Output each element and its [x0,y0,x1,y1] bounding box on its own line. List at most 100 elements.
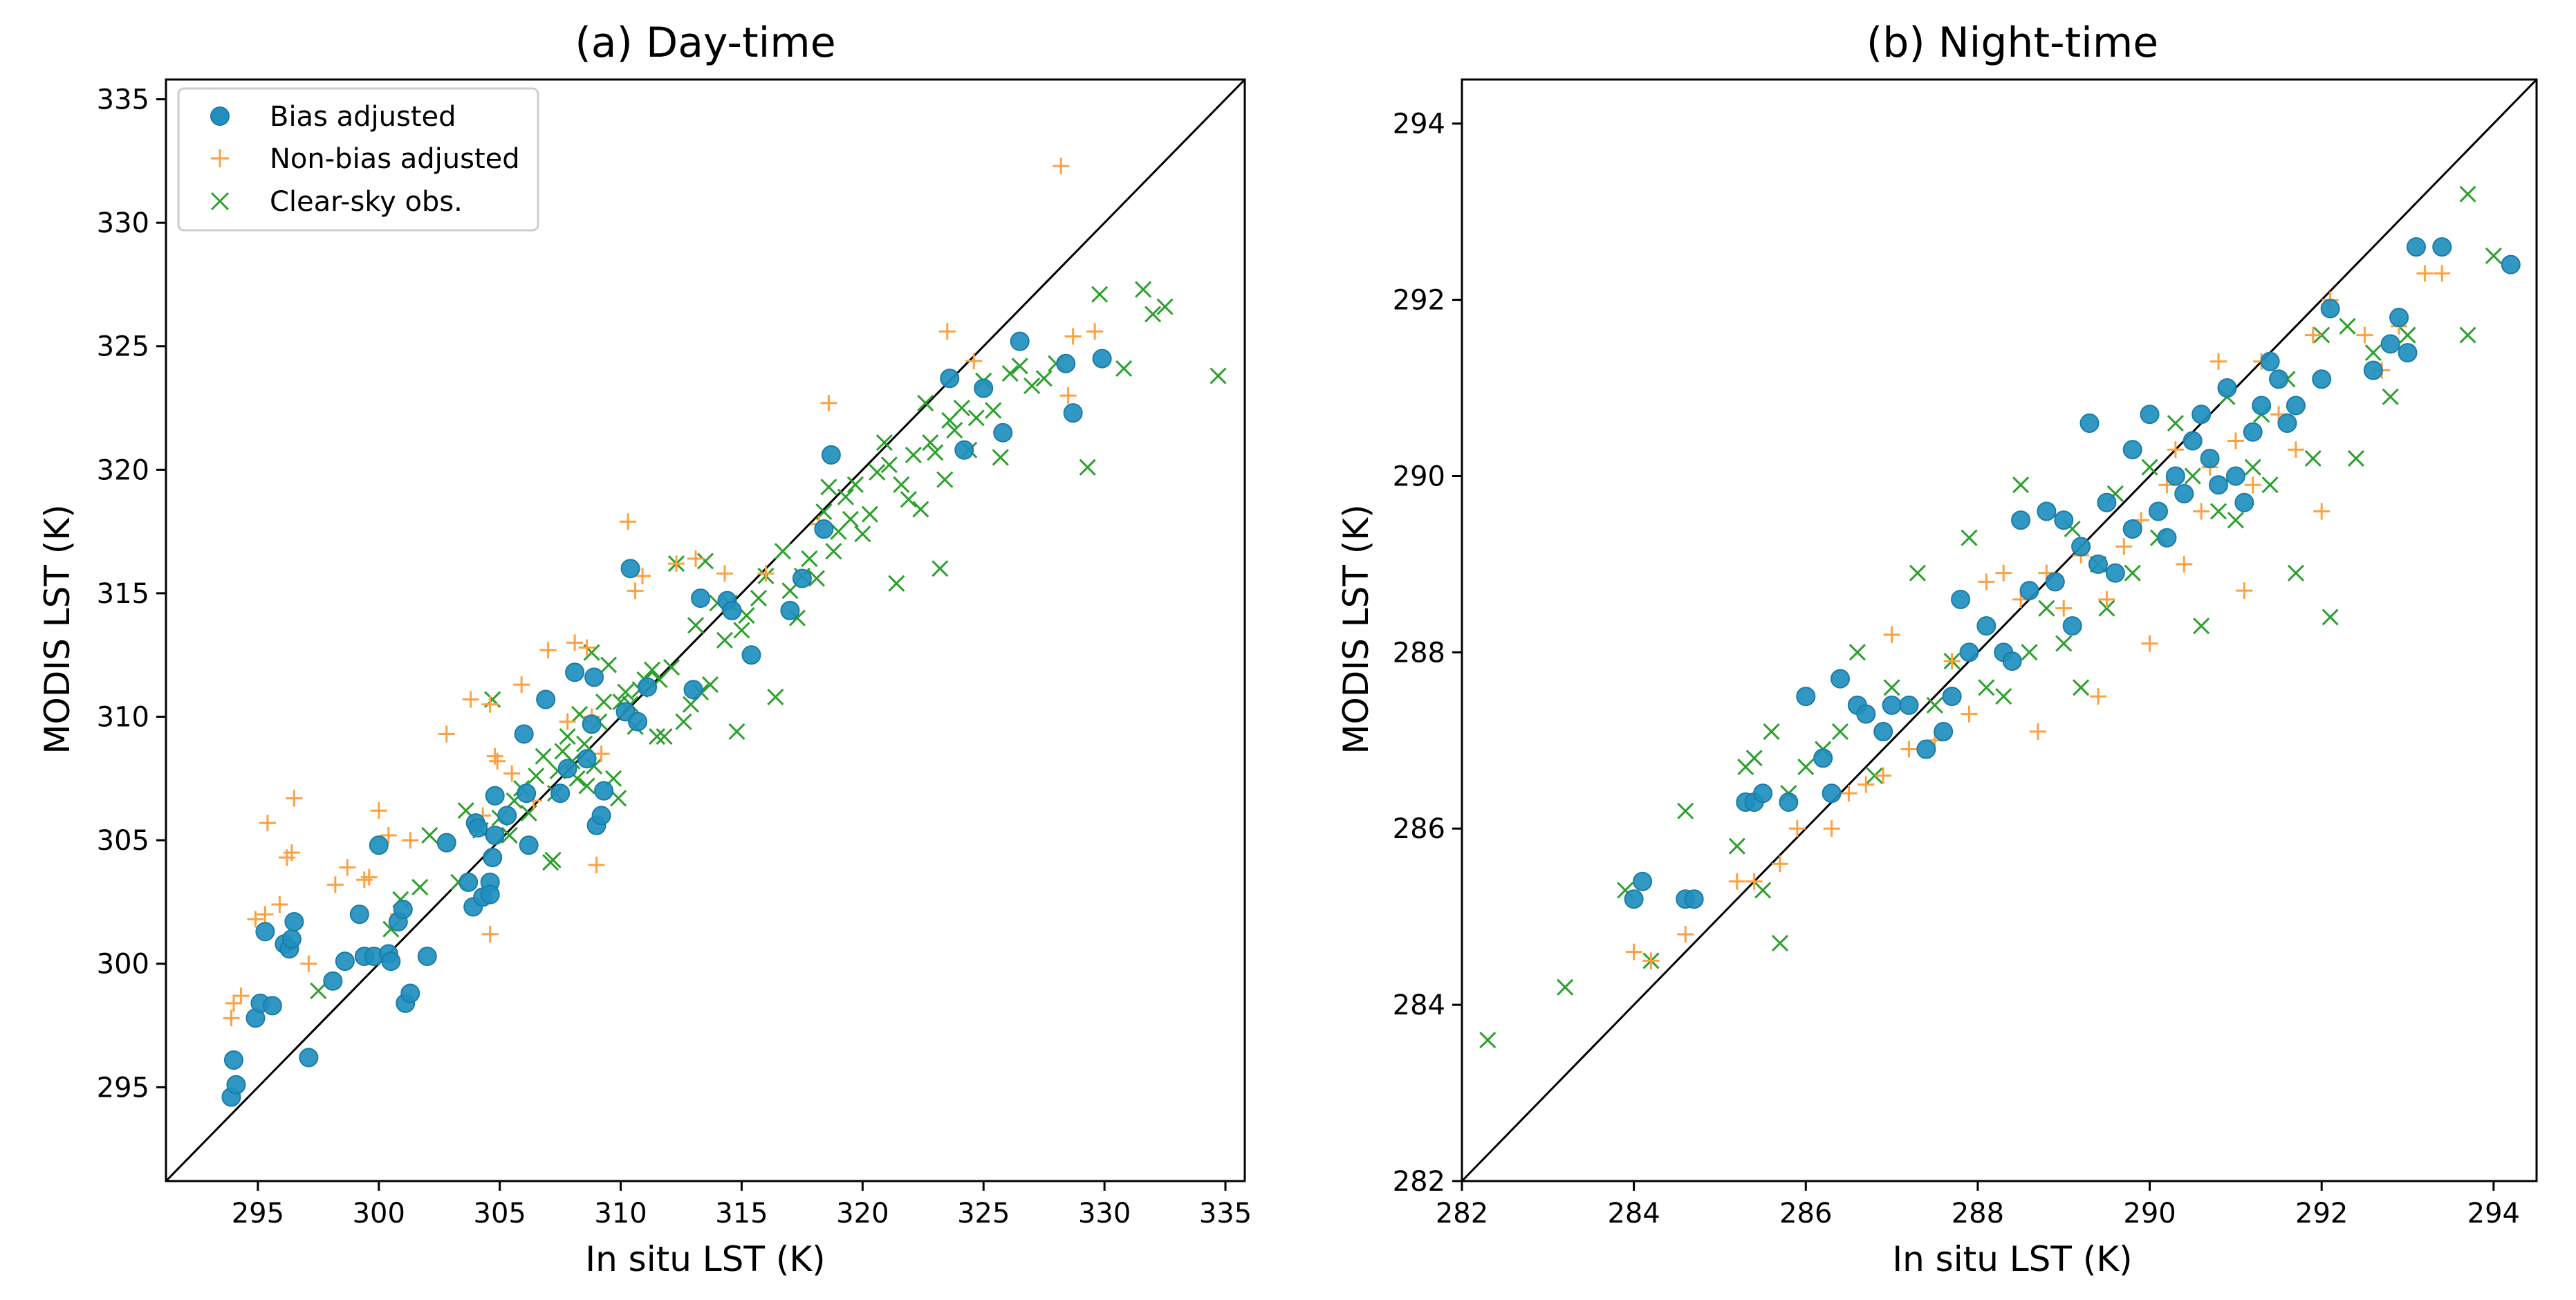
point-clear-sky [1926,696,1943,714]
point-non-bias-adjusted [247,911,264,928]
point-bias-adjusted [993,423,1013,443]
point-clear-sky [578,777,595,795]
legend-entry-clear-sky: Clear-sky obs. [210,186,463,218]
point-clear-sky [656,728,673,745]
point-bias-adjusted [262,996,282,1016]
point-clear-sky [946,422,963,439]
x-tick-label-day: 330 [1078,1198,1131,1229]
point-bias-adjusted [2037,501,2057,521]
point-bias-adjusted [683,680,703,700]
point-bias-adjusted [2174,483,2194,503]
point-bias-adjusted [483,848,503,868]
point-non-bias-adjusted [1788,820,1806,837]
point-clear-sky [2209,503,2227,520]
point-bias-adjusted [1976,616,1996,636]
point-clear-sky [1883,679,1900,696]
point-clear-sky [2012,476,2030,494]
point-bias-adjusted [584,667,604,687]
point-clear-sky [1771,934,1789,951]
point-bias-adjusted [1831,669,1851,689]
point-non-bias-adjusted [2089,688,2106,705]
point-clear-sky [900,491,917,508]
point-clear-sky [1866,767,1883,784]
legend-x-marker [210,192,230,211]
point-clear-sky [2347,449,2364,467]
point-non-bias-adjusted [283,844,300,861]
point-bias-adjusted [565,662,585,682]
point-non-bias-adjusted [1943,653,1961,670]
point-bias-adjusted [1624,889,1644,909]
point-bias-adjusted [299,1048,319,1068]
y-tick-label-night: 292 [1393,285,1445,317]
point-non-bias-adjusted [2193,503,2210,520]
point-clear-sky [893,476,910,493]
point-bias-adjusted [2432,237,2452,257]
point-non-bias-adjusted [1875,767,1892,784]
point-clear-sky [2459,185,2476,203]
point-non-bias-adjusted [503,765,521,782]
point-non-bias-adjusted [1883,626,1900,643]
point-non-bias-adjusted [438,725,455,743]
point-bias-adjusted [2320,299,2340,319]
y-tick-label-night: 288 [1393,637,1445,669]
point-non-bias-adjusted [481,696,499,713]
point-clear-sky [1909,564,1926,582]
point-clear-sky [696,552,714,570]
point-clear-sky [716,631,734,649]
point-non-bias-adjusted [481,925,499,943]
point-clear-sky [1831,723,1849,741]
point-non-bias-adjusted [634,567,651,584]
point-non-bias-adjusted [539,642,557,659]
point-clear-sky [1135,281,1152,298]
point-non-bias-adjusted [300,955,317,972]
point-bias-adjusted [369,835,389,855]
point-non-bias-adjusted [225,994,242,1012]
x-tick-label-night: 284 [1607,1198,1660,1229]
point-bias-adjusted [1779,792,1799,813]
point-clear-sky [820,479,837,496]
point-bias-adjusted [2380,334,2400,354]
point-non-bias-adjusted [1625,943,1642,960]
point-clear-sky [682,696,700,713]
point-clear-sky [2184,467,2201,485]
point-non-bias-adjusted [232,987,250,1005]
x-tick-label-night: 286 [1779,1198,1832,1229]
point-bias-adjusted [1873,722,1893,742]
point-clear-sky [927,444,944,461]
point-clear-sky [2339,317,2356,335]
point-bias-adjusted [1899,695,1919,715]
point-bias-adjusted [536,689,556,709]
point-clear-sky [750,590,768,607]
point-bias-adjusted [2192,405,2212,425]
point-non-bias-adjusted [339,859,356,876]
point-bias-adjusted [2234,492,2254,512]
point-clear-sky [992,449,1009,466]
point-non-bias-adjusted [1053,158,1070,175]
point-bias-adjusted [2165,466,2185,486]
point-non-bias-adjusted [2304,326,2322,344]
point-non-bias-adjusted [1995,564,2012,582]
point-bias-adjusted [940,369,960,389]
point-bias-adjusted [1822,783,1842,804]
point-non-bias-adjusted [1961,705,1978,723]
point-clear-sky [2244,458,2261,476]
point-clear-sky [1023,377,1041,394]
point-non-bias-adjusted [627,582,644,600]
point-bias-adjusted [722,600,742,620]
point-clear-sky [837,488,854,505]
y-tick-label-night: 282 [1393,1166,1445,1198]
point-non-bias-adjusted [593,745,610,763]
point-clear-sky [825,543,842,560]
point-bias-adjusted [1856,704,1876,724]
y-tick-label-day: 300 [97,949,149,981]
one-to-one-line-night [1461,78,2538,1182]
point-bias-adjusted [582,714,602,734]
legend-circle-marker [210,106,230,126]
x-tick-label-night: 292 [2295,1198,2348,1229]
x-tick-label-day: 335 [1199,1198,1252,1229]
x-axis-label-night: In situ LST (K) [1892,1239,2132,1279]
point-non-bias-adjusted [489,752,506,770]
point-non-bias-adjusted [965,353,983,370]
point-clear-sky [675,713,692,730]
point-bias-adjusted [2501,254,2521,275]
